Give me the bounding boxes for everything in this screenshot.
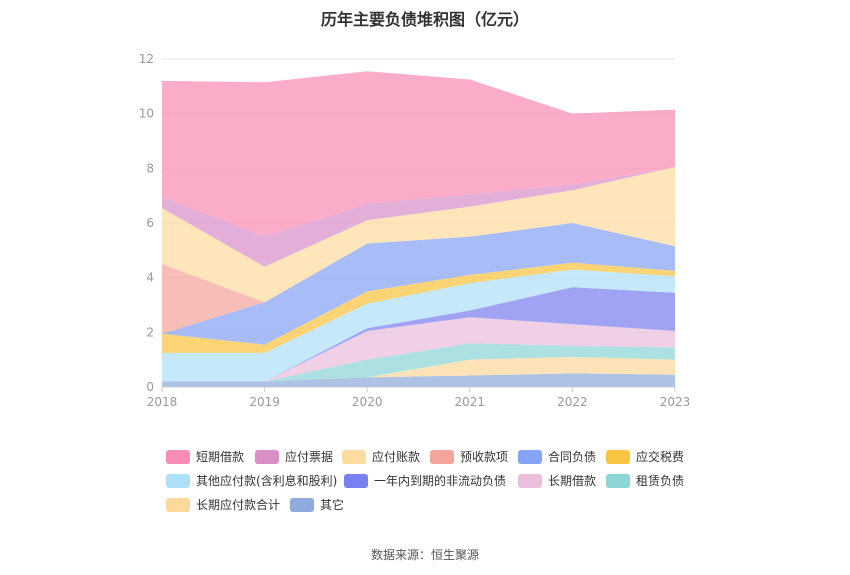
legend-label: 应付票据 [285, 450, 334, 464]
legend-item[interactable]: 其它 [290, 496, 344, 513]
legend-item[interactable]: 其他应付款(含利息和股利) [166, 472, 337, 489]
legend-swatch [166, 497, 190, 512]
area-series [162, 166, 675, 303]
legend-swatch [290, 497, 314, 512]
legend-label: 一年内到期的非流动负债 [374, 474, 507, 488]
area-series [162, 223, 675, 345]
legend-item[interactable]: 租赁负债 [606, 472, 684, 489]
legend-item[interactable]: 一年内到期的非流动负债 [344, 472, 506, 489]
x-tick-label: 2022 [557, 395, 588, 409]
legend-item[interactable]: 短期借款 [166, 448, 244, 465]
legend-item[interactable]: 合同负债 [518, 448, 596, 465]
legend-swatch [166, 449, 190, 464]
legend-item[interactable]: 预收款项 [430, 448, 508, 465]
legend-item[interactable]: 长期借款 [518, 472, 596, 489]
x-tick-label: 2019 [249, 395, 280, 409]
x-tick-label: 2023 [660, 395, 691, 409]
legend-swatch [255, 449, 279, 464]
legend-swatch [166, 473, 190, 488]
y-tick-label: 8 [146, 161, 154, 175]
y-tick-label: 2 [146, 325, 154, 339]
legend-item[interactable]: 应付账款 [342, 448, 420, 465]
legend-label: 应交税费 [636, 450, 685, 464]
y-tick-label: 6 [146, 216, 154, 230]
area-series [162, 71, 675, 237]
x-tick-label: 2020 [352, 395, 383, 409]
legend-label: 长期借款 [548, 474, 597, 488]
legend-label: 其他应付款(含利息和股利) [196, 474, 338, 488]
chart-title: 历年主要负债堆积图（亿元） [320, 10, 529, 29]
y-tick-label: 10 [139, 107, 154, 121]
legend-item[interactable]: 应付票据 [255, 448, 333, 465]
legend-swatch [344, 473, 368, 488]
legend-item[interactable]: 应交税费 [606, 448, 684, 465]
legend-label: 预收款项 [460, 450, 509, 464]
area-series [162, 373, 675, 387]
legend-item[interactable]: 长期应付款合计 [166, 496, 280, 513]
area-series [162, 317, 675, 382]
legend-swatch [606, 473, 630, 488]
area-series [162, 166, 675, 267]
legend-swatch [430, 449, 454, 464]
legend-swatch [342, 449, 366, 464]
legend-swatch [606, 449, 630, 464]
legend-label: 租赁负债 [636, 474, 685, 488]
legend-swatch [518, 449, 542, 464]
y-tick-label: 0 [146, 380, 154, 394]
legend-label: 其它 [320, 498, 345, 512]
legend-swatch [518, 473, 542, 488]
area-series [162, 262, 675, 353]
legend-label: 短期借款 [196, 450, 245, 464]
legend-label: 应付账款 [372, 450, 421, 464]
area-series [162, 287, 675, 382]
area-series [162, 269, 675, 382]
data-source: 数据来源：恒生聚源 [370, 548, 479, 562]
y-tick-label: 12 [139, 52, 154, 66]
area-series [162, 356, 675, 382]
x-tick-label: 2018 [147, 395, 178, 409]
legend-label: 长期应付款合计 [196, 498, 281, 512]
x-tick-label: 2021 [455, 395, 486, 409]
y-tick-label: 4 [146, 271, 154, 285]
area-series [162, 343, 675, 382]
legend-label: 合同负债 [548, 450, 597, 464]
